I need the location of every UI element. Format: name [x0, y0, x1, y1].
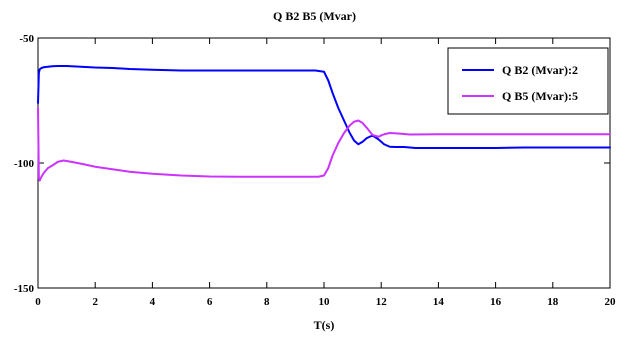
series-line-q-b2	[37, 65, 611, 149]
series-lines	[37, 65, 611, 182]
x-tick-label: 8	[264, 296, 270, 308]
x-tick-label: 18	[547, 296, 559, 308]
y-tick-label: -100	[14, 158, 35, 170]
y-tick-label: -50	[19, 33, 34, 45]
y-tick-label: -150	[14, 283, 35, 295]
x-tick-label: 4	[150, 296, 156, 308]
legend-box	[447, 47, 609, 115]
x-tick-label: 14	[433, 296, 445, 308]
y-tick-marks	[38, 37, 610, 289]
x-tick-label: 10	[319, 296, 331, 308]
legend-label-q-b5: Q B5 (Mvar):5	[502, 89, 578, 103]
x-tick-label: 2	[92, 296, 98, 308]
x-tick-marks	[37, 38, 611, 288]
x-tick-label: 0	[35, 296, 41, 308]
legend-label-q-b2: Q B2 (Mvar):2	[502, 63, 578, 77]
x-tick-label: 12	[376, 296, 388, 308]
x-axis-label: T(s)	[314, 318, 335, 332]
series-line-q-b5	[37, 107, 611, 182]
x-tick-label: 16	[490, 296, 502, 308]
x-tick-label: 20	[605, 296, 617, 308]
x-tick-labels: 0 2 4 6 8 10 12 14 16 18 20	[35, 296, 616, 308]
x-tick-label: 6	[207, 296, 213, 308]
chart-title: Q B2 B5 (Mvar)	[273, 9, 356, 23]
legend: Q B2 (Mvar):2 Q B5 (Mvar):5	[447, 47, 609, 115]
y-tick-labels: -150 -100 -50	[14, 33, 35, 295]
